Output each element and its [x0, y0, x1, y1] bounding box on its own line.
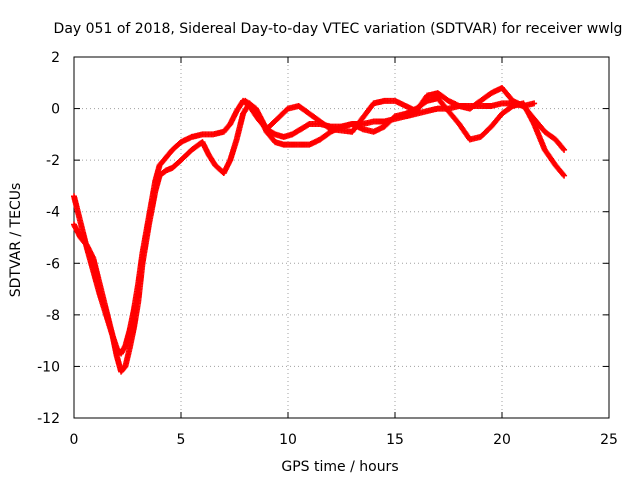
series-track-c: [242, 84, 538, 135]
data-point: [560, 145, 567, 152]
data-points: [71, 84, 568, 375]
data-point: [560, 171, 567, 178]
x-tick-label: 25: [600, 432, 618, 448]
axis-ticks: 0 5 10 15 20 25 -12 -10 -8 -6 -4 -2 0 2: [37, 50, 618, 448]
data-point: [531, 100, 538, 107]
data-point: [561, 146, 568, 153]
y-tick-label: -2: [46, 153, 60, 169]
y-tick-label: -4: [46, 205, 60, 221]
y-tick-label: -10: [37, 359, 60, 375]
y-tick-label: -8: [46, 308, 60, 324]
y-tick-label: 0: [51, 102, 60, 118]
x-axis-label: GPS time / hours: [281, 459, 398, 475]
x-tick-label: 15: [386, 432, 404, 448]
data-point: [561, 172, 568, 179]
x-tick-label: 5: [177, 432, 186, 448]
y-tick-label: 2: [51, 50, 60, 66]
x-tick-label: 10: [279, 432, 297, 448]
chart-title: Day 051 of 2018, Sidereal Day-to-day VTE…: [54, 21, 623, 37]
series-track-b: [71, 95, 568, 375]
y-tick-label: -12: [37, 411, 60, 427]
x-tick-label: 20: [493, 432, 511, 448]
x-tick-label: 0: [70, 432, 79, 448]
plot-frame: [73, 56, 610, 419]
y-axis-label: SDTVAR / TECUs: [8, 183, 24, 298]
y-tick-label: -6: [46, 256, 60, 272]
